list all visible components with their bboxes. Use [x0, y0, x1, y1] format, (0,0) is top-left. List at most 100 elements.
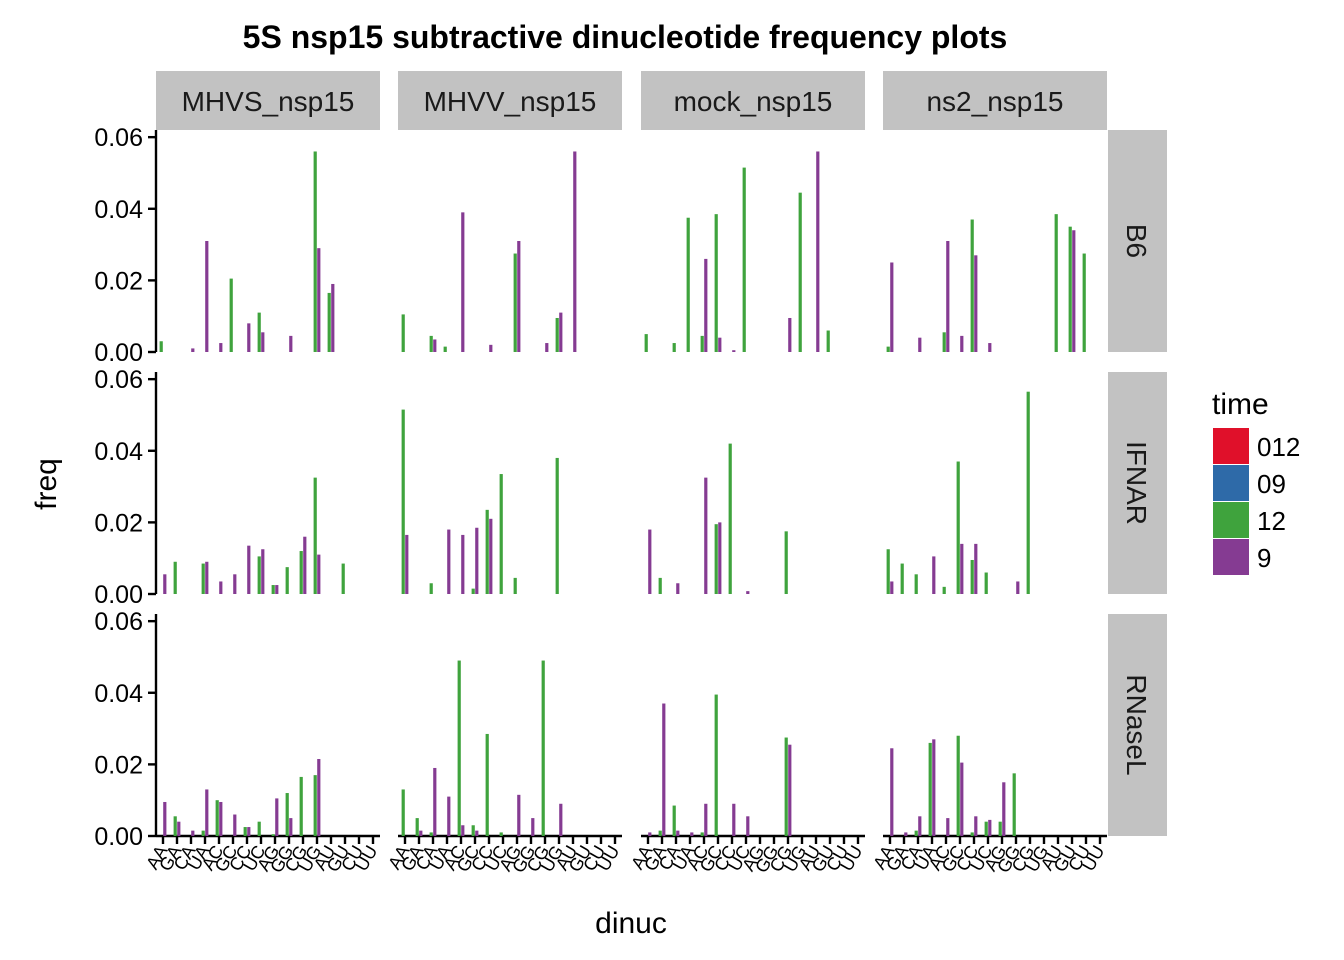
strip-label-mock-nsp15: mock_nsp15 — [674, 86, 833, 117]
bar-b6-mhvs-nsp15-9-CA — [191, 348, 195, 352]
bar-rnasel-mhvs-nsp15-9-CA — [191, 830, 195, 836]
bar-b6-mhvs-nsp15-9-UG — [317, 248, 321, 352]
bar-rnasel-ns2-nsp15-9-AG — [1002, 782, 1006, 836]
bar-ifnar-mhvv-nsp15-12-CA — [429, 583, 433, 594]
chart-title: 5S nsp15 subtractive dinucleotide freque… — [243, 19, 1008, 55]
bar-ifnar-mhvv-nsp15-12-AG — [513, 577, 517, 594]
bar-b6-mock-nsp15-12-AA — [644, 334, 648, 352]
bar-rnasel-mhvs-nsp15-12-AG — [271, 834, 275, 836]
bar-rnasel-ns2-nsp15-9-AA — [890, 748, 894, 836]
bar-ifnar-mhvv-nsp15-9-CC — [489, 518, 493, 594]
legend: time 012 09 12 9 — [1212, 388, 1300, 575]
bar-ifnar-mhvs-nsp15-9-AG — [275, 585, 279, 594]
bar-ifnar-mhvs-nsp15-9-AA — [163, 574, 167, 594]
bar-rnasel-ns2-nsp15-9-CA — [918, 816, 922, 836]
bar-b6-mock-nsp15-9-AU — [816, 151, 820, 352]
bar-ifnar-mhvs-nsp15-12-UA — [201, 563, 205, 594]
bar-b6-mhvv-nsp15-12-AA — [401, 314, 405, 352]
strip-row-rnasel — [1108, 614, 1167, 836]
bar-ifnar-ns2-nsp15-12-CA — [914, 574, 918, 594]
y-tick-label: 0.02 — [94, 509, 143, 537]
bar-rnasel-mhvs-nsp15-9-AA — [163, 801, 167, 836]
bar-b6-ns2-nsp15-12-AA — [886, 346, 890, 352]
bar-rnasel-mock-nsp15-9-AC — [704, 803, 708, 836]
bar-rnasel-mhvs-nsp15-9-AC — [219, 801, 223, 836]
bar-rnasel-ns2-nsp15-9-UA — [932, 739, 936, 836]
bar-rnasel-mock-nsp15-12-GA — [658, 830, 662, 836]
y-tick-label: 0.04 — [94, 196, 143, 224]
bar-rnasel-mhvv-nsp15-9-GA — [419, 830, 423, 836]
bar-rnasel-ns2-nsp15-12-CC — [970, 832, 974, 836]
bar-rnasel-mhvs-nsp15-9-GG — [289, 818, 293, 836]
bar-ifnar-mhvv-nsp15-12-UC — [499, 474, 503, 594]
bar-b6-mock-nsp15-12-GU — [826, 330, 830, 352]
bar-rnasel-mhvs-nsp15-12-GG — [285, 793, 289, 836]
legend-key-9 — [1213, 539, 1249, 575]
strip-label-rnasel: RNaseL — [1121, 674, 1152, 775]
bar-ifnar-mhvs-nsp15-12-GU — [341, 563, 345, 594]
bar-b6-mhvv-nsp15-9-CC — [489, 344, 493, 352]
bar-ifnar-mock-nsp15-12-CC — [728, 443, 732, 594]
y-tick-label: 0.00 — [94, 581, 143, 609]
bar-ifnar-mhvs-nsp15-12-UG — [313, 477, 317, 594]
bar-b6-ns2-nsp15-9-UC — [988, 343, 992, 352]
bar-rnasel-mhvv-nsp15-12-CA — [429, 832, 433, 836]
y-tick-label: 0.06 — [94, 124, 143, 152]
bar-b6-mock-nsp15-12-GC — [714, 214, 718, 352]
bar-ifnar-mhvv-nsp15-9-GC — [475, 527, 479, 594]
bar-b6-ns2-nsp15-9-GU — [1072, 230, 1076, 352]
bar-ifnar-ns2-nsp15-12-CG — [1026, 391, 1030, 594]
bar-rnasel-mock-nsp15-9-CG — [788, 744, 792, 836]
bar-b6-ns2-nsp15-9-CC — [974, 255, 978, 352]
bar-rnasel-ns2-nsp15-12-AG — [998, 821, 1002, 836]
bar-ifnar-mhvv-nsp15-12-GC — [471, 588, 475, 594]
bar-ifnar-mhvv-nsp15-9-UA — [447, 529, 451, 594]
bar-ifnar-mock-nsp15-9-AA — [648, 529, 652, 594]
bar-ifnar-mock-nsp15-9-GC — [718, 522, 722, 594]
panels-layer: MHVS_nsp15 MHVV_nsp15 mock_nsp15 ns2_nsp15 B… — [94, 71, 1167, 876]
bar-b6-mock-nsp15-12-UC — [742, 167, 746, 352]
bar-rnasel-mhvv-nsp15-12-GC — [471, 825, 475, 836]
bar-b6-mhvs-nsp15-9-CC — [247, 323, 251, 352]
bar-rnasel-ns2-nsp15-12-GG — [1012, 773, 1016, 836]
bar-b6-ns2-nsp15-9-AA — [890, 262, 894, 352]
bar-ifnar-mhvs-nsp15-12-GG — [285, 567, 289, 594]
bar-rnasel-mhvv-nsp15-12-CC — [485, 733, 489, 836]
bar-b6-mock-nsp15-12-UG — [798, 192, 802, 352]
bar-rnasel-mhvv-nsp15-12-UC — [499, 832, 503, 836]
bar-ifnar-ns2-nsp15-12-GA — [900, 563, 904, 594]
bar-rnasel-mhvs-nsp15-9-AG — [275, 798, 279, 836]
bar-ifnar-mock-nsp15-9-UC — [746, 591, 750, 594]
bar-b6-mhvv-nsp15-12-UG — [555, 317, 559, 352]
bar-b6-ns2-nsp15-9-AC — [946, 241, 950, 352]
bar-rnasel-mhvs-nsp15-12-GA — [173, 816, 177, 836]
bar-rnasel-mhvs-nsp15-12-UC — [257, 821, 261, 836]
bar-ifnar-mhvs-nsp15-12-UC — [257, 556, 261, 594]
y-tick-label: 0.02 — [94, 751, 143, 779]
bar-rnasel-mhvs-nsp15-9-UA — [205, 789, 209, 836]
bar-ifnar-mock-nsp15-12-GC — [714, 524, 718, 594]
bar-ifnar-mhvv-nsp15-12-UG — [555, 457, 559, 594]
bar-rnasel-mhvv-nsp15-12-AA — [401, 789, 405, 836]
bar-ifnar-mhvs-nsp15-9-AC — [219, 581, 223, 594]
bar-ifnar-mhvs-nsp15-9-GC — [233, 574, 237, 594]
bar-b6-ns2-nsp15-9-GC — [960, 335, 964, 352]
bar-ifnar-mhvs-nsp15-9-UA — [205, 561, 209, 594]
bar-ifnar-ns2-nsp15-12-AC — [942, 586, 946, 594]
strip-row-ifnar — [1108, 372, 1167, 594]
bar-rnasel-mock-nsp15-9-GA — [662, 703, 666, 836]
bar-ifnar-ns2-nsp15-9-GG — [1016, 581, 1020, 594]
bar-b6-mhvs-nsp15-12-AU — [327, 292, 331, 352]
bar-b6-mhvs-nsp15-9-GG — [289, 335, 293, 352]
bar-ifnar-ns2-nsp15-9-CC — [974, 543, 978, 594]
bar-rnasel-mhvv-nsp15-9-UG — [559, 803, 563, 836]
bar-b6-mhvv-nsp15-9-CG — [545, 343, 549, 352]
bar-rnasel-mhvs-nsp15-9-GC — [233, 814, 237, 836]
y-tick-label: 0.04 — [94, 680, 143, 708]
bar-rnasel-mock-nsp15-9-CC — [732, 803, 736, 836]
bar-ifnar-mock-nsp15-9-CA — [676, 583, 680, 594]
bar-b6-mhvs-nsp15-9-AU — [331, 283, 335, 352]
bar-b6-mhvv-nsp15-12-CA — [429, 335, 433, 352]
bar-ifnar-mhvv-nsp15-12-AA — [401, 409, 405, 594]
